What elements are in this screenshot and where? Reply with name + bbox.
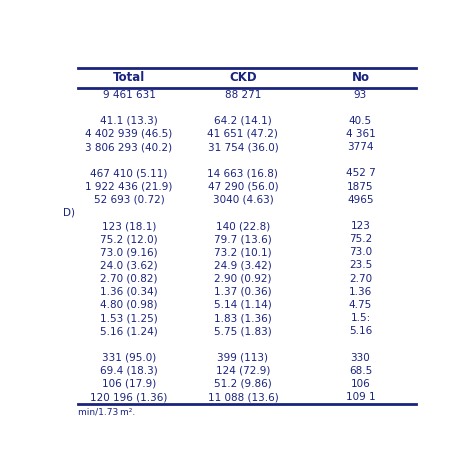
Text: 1 922 436 (21.9): 1 922 436 (21.9) (85, 182, 173, 191)
Text: No: No (352, 72, 369, 84)
Text: CKD: CKD (229, 72, 257, 84)
Text: 9 461 631: 9 461 631 (102, 90, 155, 100)
Text: 93: 93 (354, 90, 367, 100)
Text: 330: 330 (351, 353, 370, 363)
Text: 11 088 (13.6): 11 088 (13.6) (208, 392, 278, 402)
Text: 47 290 (56.0): 47 290 (56.0) (208, 182, 278, 191)
Text: 106 (17.9): 106 (17.9) (102, 379, 156, 389)
Text: 1.5:: 1.5: (350, 313, 371, 323)
Text: min/1.73 m².: min/1.73 m². (78, 408, 135, 417)
Text: 31 754 (36.0): 31 754 (36.0) (208, 142, 278, 152)
Text: 3040 (4.63): 3040 (4.63) (212, 195, 273, 205)
Text: D): D) (63, 208, 75, 218)
Text: 2.70: 2.70 (349, 273, 372, 283)
Text: 5.75 (1.83): 5.75 (1.83) (214, 326, 272, 336)
Text: 73.0 (9.16): 73.0 (9.16) (100, 247, 158, 257)
Text: 3 806 293 (40.2): 3 806 293 (40.2) (85, 142, 173, 152)
Text: 123: 123 (351, 221, 370, 231)
Text: 73.2 (10.1): 73.2 (10.1) (214, 247, 272, 257)
Text: Total: Total (113, 72, 145, 84)
Text: 75.2: 75.2 (349, 234, 372, 244)
Text: 124 (72.9): 124 (72.9) (216, 366, 270, 376)
Text: 75.2 (12.0): 75.2 (12.0) (100, 234, 158, 244)
Text: 24.9 (3.42): 24.9 (3.42) (214, 261, 272, 271)
Text: 1.53 (1.25): 1.53 (1.25) (100, 313, 158, 323)
Text: 4 361: 4 361 (346, 129, 375, 139)
Text: 4.75: 4.75 (349, 300, 372, 310)
Text: 331 (95.0): 331 (95.0) (102, 353, 156, 363)
Text: 4 402 939 (46.5): 4 402 939 (46.5) (85, 129, 173, 139)
Text: 52 693 (0.72): 52 693 (0.72) (94, 195, 164, 205)
Text: 5.14 (1.14): 5.14 (1.14) (214, 300, 272, 310)
Text: 24.0 (3.62): 24.0 (3.62) (100, 261, 158, 271)
Text: 120 196 (1.36): 120 196 (1.36) (91, 392, 168, 402)
Text: 399 (113): 399 (113) (218, 353, 268, 363)
Text: 106: 106 (351, 379, 370, 389)
Text: 23.5: 23.5 (349, 261, 372, 271)
Text: 79.7 (13.6): 79.7 (13.6) (214, 234, 272, 244)
Text: 41 651 (47.2): 41 651 (47.2) (208, 129, 278, 139)
Text: 4.80 (0.98): 4.80 (0.98) (100, 300, 158, 310)
Text: 41.1 (13.3): 41.1 (13.3) (100, 116, 158, 126)
Text: 73.0: 73.0 (349, 247, 372, 257)
Text: 2.90 (0.92): 2.90 (0.92) (214, 273, 272, 283)
Text: 3774: 3774 (347, 142, 374, 152)
Text: 109 1: 109 1 (346, 392, 375, 402)
Text: 1.83 (1.36): 1.83 (1.36) (214, 313, 272, 323)
Text: 4965: 4965 (347, 195, 374, 205)
Text: 1.37 (0.36): 1.37 (0.36) (214, 287, 272, 297)
Text: 5.16 (1.24): 5.16 (1.24) (100, 326, 158, 336)
Text: 467 410 (5.11): 467 410 (5.11) (91, 168, 168, 178)
Text: 5.16: 5.16 (349, 326, 372, 336)
Text: 123 (18.1): 123 (18.1) (102, 221, 156, 231)
Text: 64.2 (14.1): 64.2 (14.1) (214, 116, 272, 126)
Text: 69.4 (18.3): 69.4 (18.3) (100, 366, 158, 376)
Text: 14 663 (16.8): 14 663 (16.8) (208, 168, 278, 178)
Text: 1.36: 1.36 (349, 287, 372, 297)
Text: 452 7: 452 7 (346, 168, 375, 178)
Text: 2.70 (0.82): 2.70 (0.82) (100, 273, 158, 283)
Text: 68.5: 68.5 (349, 366, 372, 376)
Text: 51.2 (9.86): 51.2 (9.86) (214, 379, 272, 389)
Text: 88 271: 88 271 (225, 90, 261, 100)
Text: 140 (22.8): 140 (22.8) (216, 221, 270, 231)
Text: 40.5: 40.5 (349, 116, 372, 126)
Text: 1.36 (0.34): 1.36 (0.34) (100, 287, 158, 297)
Text: 1875: 1875 (347, 182, 374, 191)
